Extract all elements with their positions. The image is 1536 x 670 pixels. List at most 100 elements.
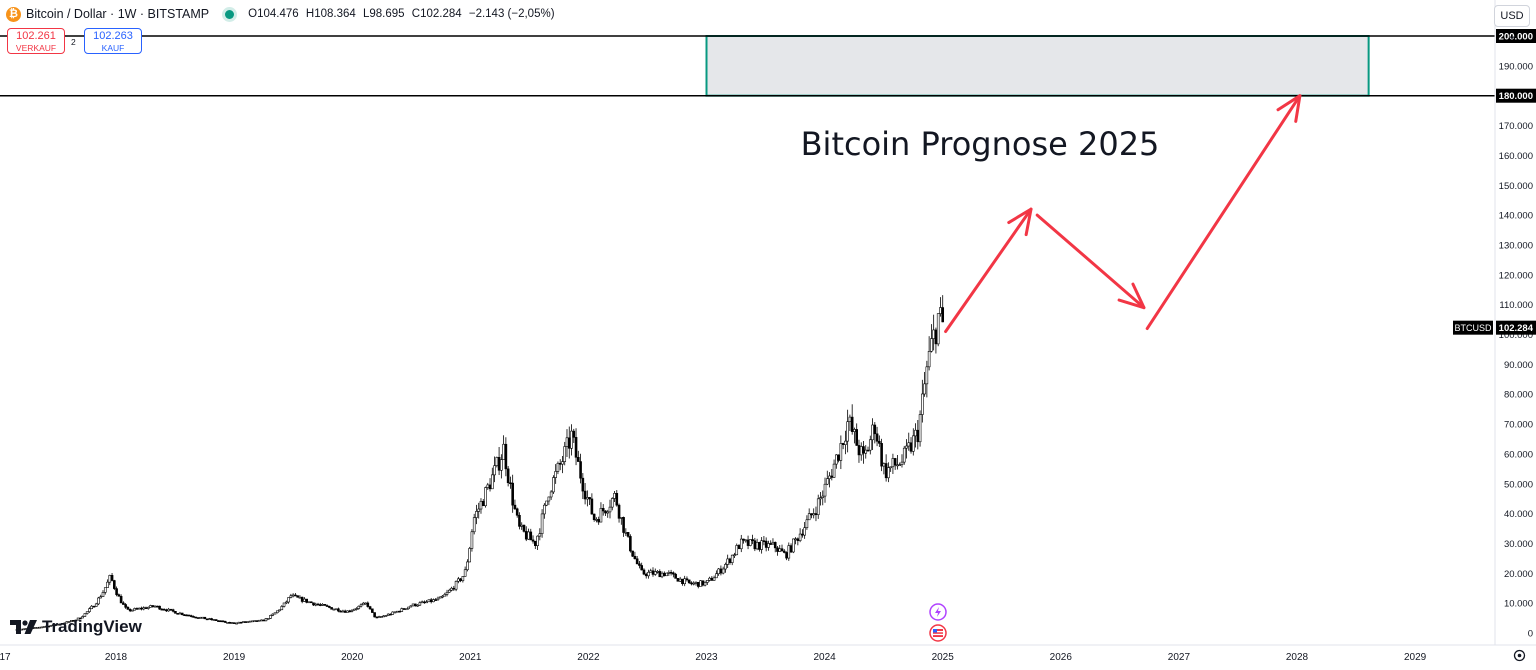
candle-body [545, 500, 548, 506]
candle-body [760, 540, 763, 550]
candle-body [708, 577, 711, 581]
candle-body [217, 620, 220, 622]
candle-body [830, 475, 834, 478]
annotation-title[interactable]: Bitcoin Prognose 2025 [801, 125, 1160, 163]
tradingview-logo[interactable]: TradingView [10, 617, 142, 637]
candle-body [337, 608, 340, 612]
candle-body [520, 524, 524, 527]
candle-body [900, 461, 904, 465]
candle-body [914, 429, 917, 437]
candle-body [180, 612, 184, 615]
y-tick-label: 150.000 [1499, 181, 1533, 192]
candle-body [606, 511, 610, 514]
candle-body [375, 616, 379, 619]
candle-body [493, 465, 496, 476]
candle-body [418, 602, 422, 606]
candle-body [629, 536, 632, 552]
candle-body [314, 603, 318, 606]
y-tick-label: 50.000 [1504, 479, 1533, 490]
candle-body [511, 482, 514, 506]
candle-body [142, 607, 146, 610]
candle-body [855, 429, 859, 446]
lightning-icon[interactable] [929, 603, 947, 621]
candle-body [361, 602, 365, 606]
y-tick-label: 120.000 [1499, 270, 1533, 281]
candle-body [927, 351, 931, 368]
candle-body [902, 447, 906, 463]
candle-body [504, 443, 508, 470]
settings-icon[interactable] [1513, 649, 1526, 667]
candle-body [341, 610, 345, 613]
candle-body [221, 620, 225, 623]
us-flag-icon[interactable] [929, 624, 947, 642]
candle-body [409, 605, 413, 608]
tradingview-icon [10, 620, 37, 634]
forecast-arrow-line [1035, 213, 1146, 310]
buy-button[interactable]: 102.263 KAUF [84, 28, 142, 54]
candle-body [536, 535, 539, 546]
candle-body [715, 573, 718, 579]
candle-body [113, 580, 116, 589]
candle-body [364, 602, 367, 605]
candle-body [823, 483, 827, 497]
candle-body [755, 542, 759, 550]
candle-body [882, 463, 886, 467]
candle-body [294, 594, 297, 597]
candle-body [909, 442, 913, 452]
candle-body [821, 495, 825, 498]
candle-body [210, 618, 213, 621]
forecast-arrow-line [944, 207, 1033, 334]
y-tick-label: 160.000 [1499, 151, 1533, 162]
candle-body [264, 618, 268, 622]
x-tick-label: 2028 [1286, 652, 1309, 663]
candle-body [848, 416, 852, 422]
candle-body [232, 622, 236, 624]
candle-body [481, 500, 485, 507]
candle-body [63, 622, 66, 625]
candle-body [916, 429, 920, 443]
candle-body [497, 457, 501, 471]
candle-body [925, 366, 929, 385]
candle-body [83, 613, 87, 617]
candle-body [296, 595, 299, 598]
candle-body [332, 608, 336, 611]
candle-body [819, 497, 822, 500]
candle-body [726, 558, 729, 565]
candle-body [158, 605, 161, 610]
candle-body [447, 589, 451, 593]
candle-body [884, 463, 888, 479]
candle-body [749, 539, 752, 546]
candle-body [479, 500, 483, 510]
candle-body [67, 621, 71, 623]
candle-body [85, 611, 89, 614]
sell-button[interactable]: 102.261 VERKAUF [7, 28, 65, 54]
candle-body [88, 608, 91, 612]
x-tick-label: 2029 [1404, 652, 1427, 663]
candle-body [538, 533, 542, 537]
forecast-arrow-head [1276, 94, 1302, 123]
candle-body [94, 603, 98, 607]
symbol-title[interactable]: Bitcoin / Dollar · 1W · BITSTAMP [26, 7, 210, 21]
y-tick-label: 110.000 [1499, 300, 1533, 311]
candle-body [810, 513, 813, 516]
candle-body [411, 603, 415, 607]
buy-label: KAUF [101, 43, 125, 53]
y-tick-label: 130.000 [1499, 240, 1533, 251]
candle-body [438, 596, 442, 599]
market-status-icon[interactable] [225, 9, 235, 19]
last-price-value: 102.284 [1499, 323, 1534, 334]
candle-body [787, 545, 791, 559]
currency-select[interactable]: USD ⌄ [1494, 5, 1530, 42]
candle-body [176, 613, 179, 615]
candle-body [432, 599, 435, 603]
candle-body [610, 498, 614, 508]
candle-body [208, 618, 211, 620]
candle-body [427, 599, 431, 603]
candle-body [305, 598, 309, 603]
candle-body [825, 478, 829, 485]
candle-body [608, 506, 612, 513]
candle-body [683, 578, 686, 585]
candle-body [502, 443, 505, 460]
candle-body [712, 577, 716, 581]
